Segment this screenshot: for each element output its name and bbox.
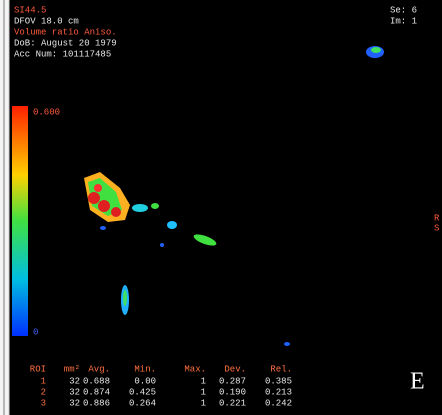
image-number: Im: 1 <box>390 16 417 26</box>
table-cell: 0.264 <box>129 398 156 408</box>
table-cell: 32 <box>69 398 80 408</box>
viewer: SI44.5 DFOV 18.0 cm Volume ratio Aniso. … <box>0 0 442 415</box>
table-cell: 0.688 <box>83 376 110 386</box>
table-cell: 32 <box>69 376 80 386</box>
table-cell: 0.874 <box>83 387 110 397</box>
table-cell: 0.242 <box>265 398 292 408</box>
orientation-label: R <box>434 213 440 223</box>
table-cell: 0.886 <box>83 398 110 408</box>
table-cell: 2 <box>41 387 46 397</box>
table-cell: 0.385 <box>265 376 292 386</box>
background <box>0 0 442 415</box>
panel-label: E <box>410 369 425 395</box>
table-header: mm² <box>64 364 80 374</box>
table-cell: 1 <box>41 376 46 386</box>
series-number: Se: 6 <box>390 5 417 15</box>
table-header: Max. <box>184 364 206 374</box>
header-line: DFOV 18.0 cm <box>14 16 79 26</box>
table-cell: 0.287 <box>219 376 246 386</box>
colorbar-max: 0.600 <box>33 107 60 117</box>
header-line: Acc Num: 101117485 <box>14 49 111 59</box>
colorbar-min: 0 <box>33 327 38 337</box>
table-cell: 3 <box>41 398 46 408</box>
table-cell: 0.190 <box>219 387 246 397</box>
table-cell: 0.213 <box>265 387 292 397</box>
table-cell: 32 <box>69 387 80 397</box>
table-header: ROI <box>30 364 46 374</box>
table-cell: 0.425 <box>129 387 156 397</box>
header-line: DoB: August 20 1979 <box>14 38 117 48</box>
orientation-label: L <box>13 213 18 223</box>
table-cell: 0.00 <box>134 376 156 386</box>
orientation-label: I <box>13 223 18 233</box>
header-line: SI44.5 <box>14 5 46 15</box>
table-header: Dev. <box>224 364 246 374</box>
orientation-label: S <box>434 223 439 233</box>
table-cell: 1 <box>201 376 206 386</box>
table-cell: 1 <box>201 398 206 408</box>
header-line: Volume ratio Aniso. <box>14 27 117 37</box>
table-cell: 0.221 <box>219 398 246 408</box>
table-header: Min. <box>134 364 156 374</box>
table-cell: 1 <box>201 387 206 397</box>
table-header: Rel. <box>270 364 292 374</box>
table-header: Avg. <box>88 364 110 374</box>
